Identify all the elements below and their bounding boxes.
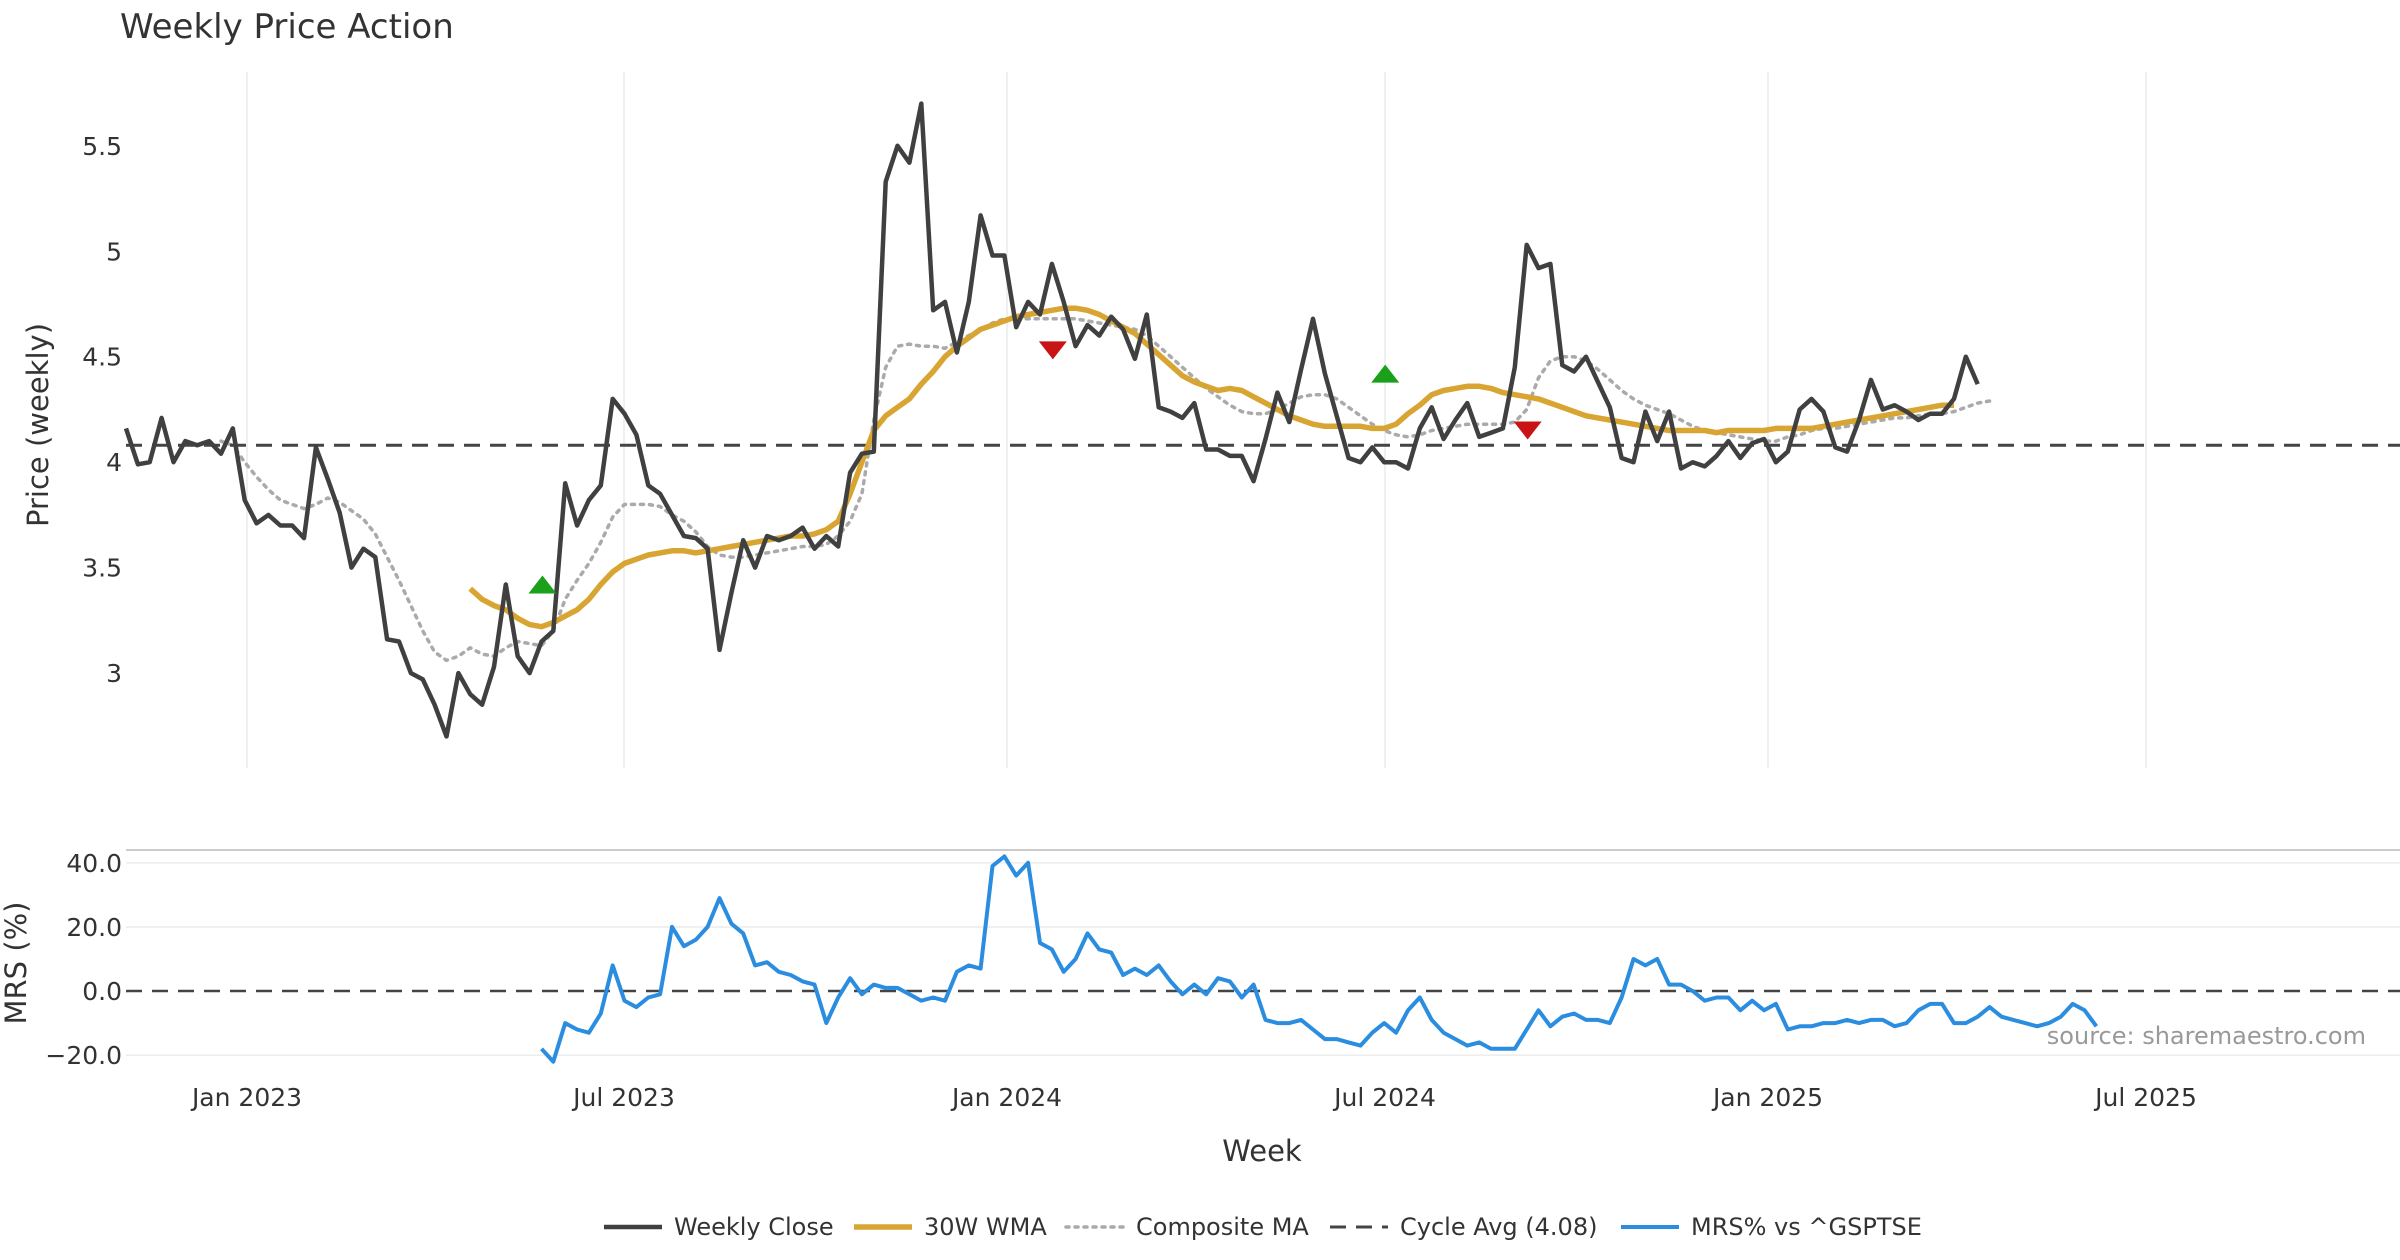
- legend-label-2: Composite MA: [1136, 1213, 1309, 1241]
- sell-signal-marker-1: [1038, 341, 1067, 360]
- price-series-group: [123, 101, 2400, 739]
- price-panel-grid: [246, 72, 2147, 768]
- legend: Weekly Close 30W WMA Composite MA Cycle Avg…: [604, 1213, 1922, 1241]
- legend-item-4: MRS% vs ^GSPTSE: [1621, 1213, 1922, 1241]
- price-y-axis-label: Price (weekly): [21, 323, 55, 527]
- legend-label-1: 30W WMA: [924, 1213, 1047, 1241]
- x-tick-5: Jul 2025: [2093, 1083, 2197, 1112]
- mrs-panel-grid: [126, 862, 2400, 1056]
- mrs-y-tick-3: 40.0: [66, 849, 122, 878]
- price-y-tick-2: 4: [106, 448, 122, 477]
- x-tick-4: Jan 2025: [1711, 1083, 1823, 1112]
- price-y-tick-4: 5: [106, 237, 122, 266]
- source-note: source: sharemaestro.com: [2047, 1022, 2366, 1050]
- x-tick-0: Jan 2023: [190, 1083, 302, 1112]
- x-axis-label: Week: [1222, 1134, 1302, 1168]
- series-composite-ma: [219, 317, 1992, 663]
- legend-label-3: Cycle Avg (4.08): [1400, 1213, 1597, 1241]
- sell-signal-marker-3: [1513, 421, 1542, 440]
- mrs-y-axis-label: MRS (%): [0, 902, 33, 1025]
- buy-signal-marker-2: [1371, 364, 1400, 383]
- mrs-y-ticks: −20.0 0.0 20.0 40.0: [45, 849, 122, 1070]
- mrs-series-group: [126, 854, 2400, 1064]
- buy-signal-marker-0: [528, 575, 557, 594]
- signal-markers: [528, 341, 1542, 594]
- series-weekly-close: [123, 101, 1980, 739]
- mrs-y-tick-2: 20.0: [66, 913, 122, 942]
- mrs-y-tick-0: −20.0: [45, 1041, 122, 1070]
- chart-title: Weekly Price Action: [120, 7, 454, 47]
- legend-item-0: Weekly Close: [604, 1213, 834, 1241]
- mrs-y-tick-1: 0.0: [82, 977, 122, 1006]
- price-y-tick-3: 4.5: [82, 343, 122, 372]
- x-tick-2: Jan 2024: [950, 1083, 1062, 1112]
- legend-item-1: 30W WMA: [854, 1213, 1047, 1241]
- price-y-tick-5: 5.5: [82, 132, 122, 161]
- legend-label-4: MRS% vs ^GSPTSE: [1691, 1213, 1922, 1241]
- price-y-tick-0: 3: [106, 659, 122, 688]
- x-tick-1: Jul 2023: [571, 1083, 675, 1112]
- x-tick-3: Jul 2024: [1332, 1083, 1436, 1112]
- series-mrs: [540, 854, 2099, 1064]
- legend-item-2: Composite MA: [1064, 1213, 1309, 1241]
- price-y-ticks: 3 3.5 4 4.5 5 5.5: [82, 132, 122, 688]
- series-30w-wma: [468, 305, 1954, 630]
- price-y-tick-1: 3.5: [82, 554, 122, 583]
- legend-item-3: Cycle Avg (4.08): [1330, 1213, 1597, 1241]
- x-ticks: Jan 2023 Jul 2023 Jan 2024 Jul 2024 Jan 2025…: [190, 1083, 2197, 1112]
- legend-label-0: Weekly Close: [674, 1213, 834, 1241]
